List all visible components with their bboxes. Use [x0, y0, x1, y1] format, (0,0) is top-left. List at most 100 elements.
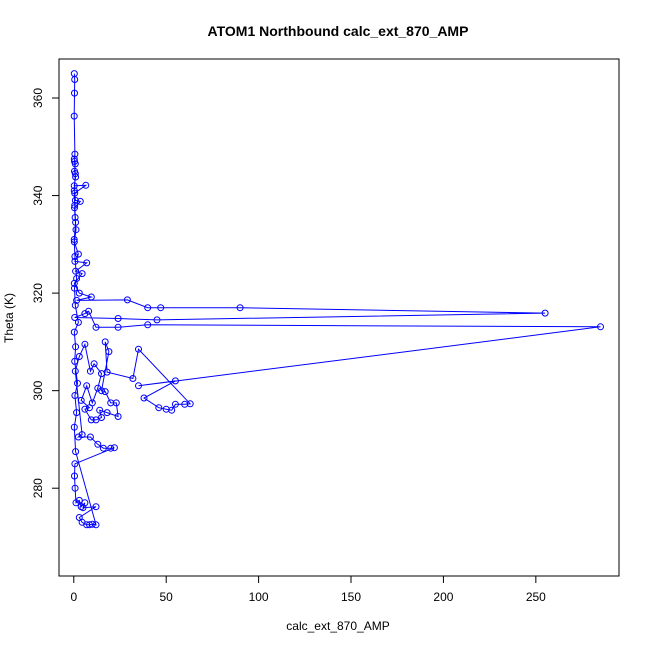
x-axis: 0 50 100 150 200 250 [70, 575, 546, 604]
data-point [72, 226, 80, 234]
data-point [74, 433, 82, 441]
data-point [88, 520, 96, 528]
data-point [92, 416, 100, 424]
data-point [103, 409, 111, 417]
data-point [92, 521, 100, 529]
data-point [70, 328, 78, 336]
chart-title: ATOM1 Northbound calc_ext_870_AMP [208, 23, 469, 39]
data-point [114, 323, 122, 331]
data-point [135, 382, 142, 390]
y-tick-label: 300 [31, 380, 45, 400]
data-point [70, 238, 78, 246]
series-line [73, 73, 601, 526]
data-point [72, 218, 80, 226]
series-layer [70, 70, 604, 529]
x-axis-label: calc_ext_870_AMP [286, 619, 389, 633]
data-point [96, 406, 104, 414]
x-tick-label: 100 [249, 590, 269, 604]
data-point [70, 112, 78, 120]
data-point [73, 296, 81, 304]
data-point [71, 157, 78, 165]
data-point [72, 343, 80, 351]
data-point [110, 444, 118, 452]
data-point [85, 307, 93, 315]
data-point [236, 304, 244, 312]
x-tick-label: 150 [341, 590, 361, 604]
data-point [75, 289, 83, 297]
data-point [78, 431, 86, 439]
data-point [140, 394, 148, 402]
data-point [70, 236, 78, 243]
data-point [71, 392, 79, 399]
data-point [94, 384, 102, 392]
x-tick-label: 200 [433, 590, 453, 604]
data-point [75, 353, 83, 360]
data-point [92, 503, 100, 511]
data-point [86, 433, 94, 441]
data-point [153, 316, 161, 324]
data-point [71, 196, 79, 204]
data-point [70, 423, 78, 431]
data-point [144, 304, 152, 312]
data-point [144, 321, 152, 329]
data-point [86, 367, 94, 375]
y-tick-label: 360 [31, 88, 45, 108]
data-point [81, 405, 89, 413]
data-point [81, 310, 89, 318]
data-point [135, 345, 142, 353]
data-point [155, 404, 163, 412]
data-point [98, 370, 105, 378]
data-point [72, 173, 80, 181]
data-point [72, 448, 80, 456]
data-point [81, 340, 89, 348]
data-point [87, 416, 95, 424]
data-point [597, 323, 604, 331]
data-point [129, 375, 137, 382]
data-point [114, 413, 122, 420]
data-point [78, 270, 86, 278]
data-point [70, 155, 78, 163]
data-point [90, 360, 98, 368]
data-point [71, 257, 79, 265]
data-point [82, 181, 90, 189]
data-point [71, 76, 79, 83]
data-point [71, 253, 79, 260]
data-point [87, 293, 95, 301]
data-point [71, 284, 78, 292]
data-point [541, 309, 549, 317]
x-tick-label: 0 [70, 590, 77, 604]
y-tick-label: 340 [31, 185, 45, 205]
data-point [107, 444, 115, 452]
data-point [71, 367, 79, 375]
x-tick-label: 250 [526, 590, 546, 604]
data-point [71, 314, 79, 321]
y-axis: 280 300 320 340 360 [31, 88, 59, 498]
data-point [112, 399, 120, 407]
data-point [71, 357, 79, 365]
data-point [123, 296, 131, 304]
data-point [73, 275, 81, 282]
data-point [73, 409, 81, 417]
data-point [71, 472, 78, 480]
x-tick-label: 50 [160, 590, 174, 604]
data-point [71, 204, 78, 212]
data-point [74, 250, 82, 258]
data-point [71, 201, 79, 209]
data-point [99, 444, 107, 452]
data-point [168, 406, 176, 414]
data-point [76, 197, 84, 205]
data-point [72, 267, 80, 275]
data-point [74, 379, 81, 387]
data-point [70, 182, 78, 190]
data-point [92, 323, 100, 331]
data-point [71, 150, 79, 158]
data-point [171, 377, 179, 385]
data-point [171, 400, 179, 408]
data-point [71, 460, 79, 468]
data-point [71, 301, 79, 309]
data-point [71, 89, 78, 97]
data-point [71, 189, 79, 197]
data-point [70, 187, 78, 195]
data-point [105, 348, 113, 356]
data-point [186, 400, 194, 408]
